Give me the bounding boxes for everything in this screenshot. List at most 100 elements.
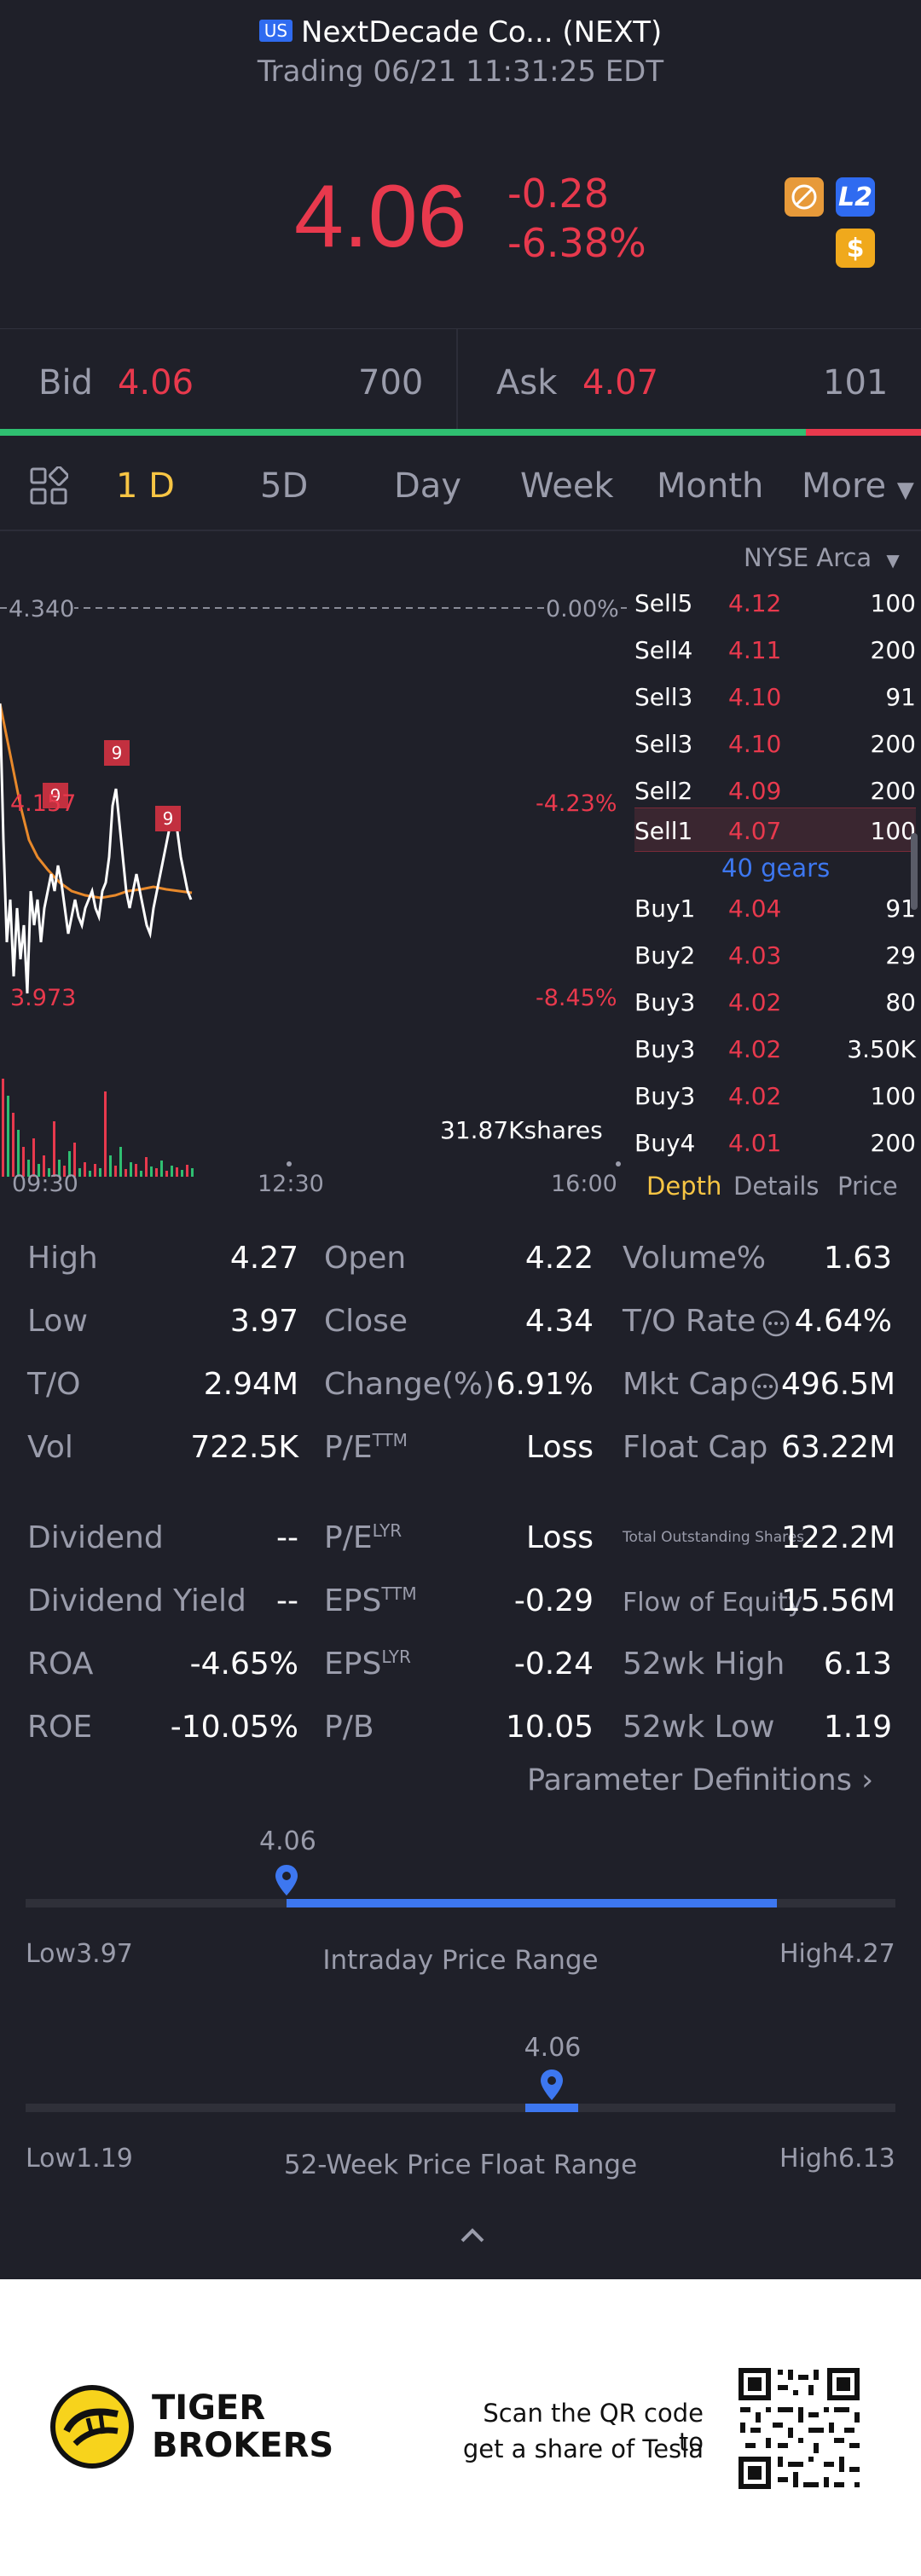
stat-label-sup: TTM: [372, 1430, 408, 1450]
bid-ask-bar: Bid 4.06 700 Ask 4.07 101: [0, 328, 921, 430]
stat-value: 1.63: [823, 1241, 892, 1276]
grid-menu-icon[interactable]: [29, 466, 69, 509]
bid-row: Buy3 4.02 80: [634, 978, 916, 1025]
ask-level-price: 4.07: [728, 817, 782, 845]
stat-value: 4.64%: [794, 1304, 892, 1339]
ask-level-price: 4.12: [728, 589, 782, 617]
stat-label: Total Outstanding Shares: [623, 1529, 805, 1546]
stat-value: 63.22M: [781, 1430, 896, 1465]
exchange-select[interactable]: NYSE Arca ▼: [744, 543, 900, 572]
stat-label: ROA: [27, 1647, 94, 1682]
stock-title[interactable]: US NextDecade Co... (NEXT): [0, 15, 921, 49]
info-circle-icon[interactable]: [762, 1309, 791, 1341]
bid-ratio-bar: [0, 429, 806, 436]
intraday-chart-panel: 9 9 9 4.340 0.00% 4.157 -4.23% 3.973 -8.…: [0, 533, 921, 1211]
mid-price-label: 4.157: [10, 790, 77, 817]
parameter-definitions-label: Parameter Definitions: [527, 1763, 852, 1797]
stat-value: 722.5K: [190, 1430, 298, 1465]
market-badge: US: [258, 19, 293, 42]
chevron-up-icon[interactable]: [457, 2224, 488, 2248]
stat-value: 6.13: [823, 1647, 892, 1682]
ref-pct-label: 0.00%: [546, 596, 619, 622]
ask-level-size: 91: [885, 683, 916, 711]
bid-level-price: 4.04: [728, 894, 782, 923]
range-title: 52-Week Price Float Range: [283, 2150, 638, 2180]
stat-label: 52wk Low: [623, 1710, 775, 1745]
bid-level-size: 3.50K: [847, 1035, 916, 1063]
no-trade-icon[interactable]: [785, 177, 824, 217]
dollar-icon[interactable]: $: [836, 229, 875, 268]
tab-price[interactable]: Price: [837, 1172, 898, 1201]
ask-row: Sell4 4.11 200: [634, 626, 916, 673]
stat-label: T/O: [27, 1367, 81, 1402]
stat-value: 4.22: [524, 1241, 594, 1276]
ask-level-price: 4.09: [728, 777, 782, 805]
stat-value: 4.34: [524, 1304, 594, 1339]
ask-level-size: 100: [870, 817, 916, 845]
parameter-definitions-link[interactable]: Parameter Definitions ›: [527, 1763, 873, 1797]
ask-level-label: Sell1: [634, 817, 693, 845]
tab-5d[interactable]: 5D: [260, 466, 309, 506]
tab-more[interactable]: More ▼: [802, 466, 914, 506]
price-line: [0, 703, 193, 994]
range-high: High6.13: [779, 2144, 895, 2174]
gears-label[interactable]: 40 gears: [721, 854, 831, 883]
period-tabs: 1 D 5D Day Week Month More ▼: [0, 436, 921, 531]
stat-label: Vol: [27, 1430, 73, 1465]
stat-label: ROE: [27, 1710, 93, 1745]
ask-level-price: 4.10: [728, 683, 782, 711]
chevron-right-icon: ›: [861, 1763, 874, 1797]
bid-size: 700: [358, 363, 424, 402]
bid-level-size: 200: [870, 1129, 916, 1157]
stat-label: Float Cap: [623, 1430, 768, 1465]
range-low: Low3.97: [26, 1939, 133, 1969]
tab-depth[interactable]: Depth: [646, 1172, 722, 1201]
last-price: 4.06: [294, 167, 467, 266]
info-circle-icon[interactable]: [750, 1372, 779, 1404]
chart-dot: [616, 1161, 621, 1166]
range-high-label: High: [779, 2144, 838, 2174]
stock-name: NextDecade Co... (NEXT): [301, 15, 663, 49]
brand-line2: BROKERS: [152, 2426, 334, 2465]
ask-row: Sell3 4.10 200: [634, 720, 916, 767]
bid-level-size: 29: [885, 941, 916, 970]
level2-icon[interactable]: L2: [836, 177, 875, 217]
stat-label: Close: [324, 1304, 408, 1339]
bid-level-price: 4.02: [728, 1035, 782, 1063]
order-book-scrollbar[interactable]: [911, 833, 918, 910]
mid-pct-label: -4.23%: [536, 790, 617, 817]
tab-day[interactable]: Day: [394, 466, 461, 506]
price-chart[interactable]: 9 9 9: [0, 533, 631, 1181]
chart-marker-label: 9: [163, 808, 174, 829]
ask-level-price: 4.10: [728, 730, 782, 758]
ask-level-size: 200: [870, 636, 916, 664]
low-pct-label: -8.45%: [536, 985, 617, 1011]
tab-week[interactable]: Week: [520, 466, 614, 506]
chart-marker: 9: [43, 783, 68, 808]
ref-price-label: 4.340: [9, 596, 75, 622]
ask-row: Sell2 4.09 200: [634, 767, 916, 813]
chart-marker: 9: [104, 740, 130, 766]
bid-level-label: Buy3: [634, 1082, 696, 1110]
tab-details[interactable]: Details: [733, 1172, 820, 1201]
bid-row: Buy1 4.04 91: [634, 884, 916, 931]
location-pin-icon: [274, 1863, 299, 1901]
time-label-close: 16:00: [551, 1171, 617, 1197]
tab-1d[interactable]: 1 D: [116, 466, 175, 506]
promo-line2: get a share of Tesla: [462, 2434, 704, 2463]
location-pin-icon: [539, 2068, 565, 2105]
stat-value: 6.91%: [495, 1367, 594, 1402]
price-change: -0.28: [507, 171, 610, 217]
intraday-range-fill: [287, 1899, 778, 1907]
bid-row: Buy3 4.02 3.50K: [634, 1025, 916, 1072]
exchange-label: NYSE Arca: [744, 543, 872, 572]
stat-label-text: EPS: [324, 1647, 382, 1682]
range-low-value: 3.97: [76, 1939, 133, 1969]
ask-level-label: Sell3: [634, 683, 693, 711]
qr-code-icon: [735, 2365, 863, 2496]
promo-line1: Scan the QR code to: [483, 2399, 704, 2457]
stat-label-text: EPS: [324, 1583, 382, 1618]
bid-label: Bid: [38, 363, 93, 402]
tab-month[interactable]: Month: [657, 466, 764, 506]
stat-value: --: [276, 1583, 298, 1618]
